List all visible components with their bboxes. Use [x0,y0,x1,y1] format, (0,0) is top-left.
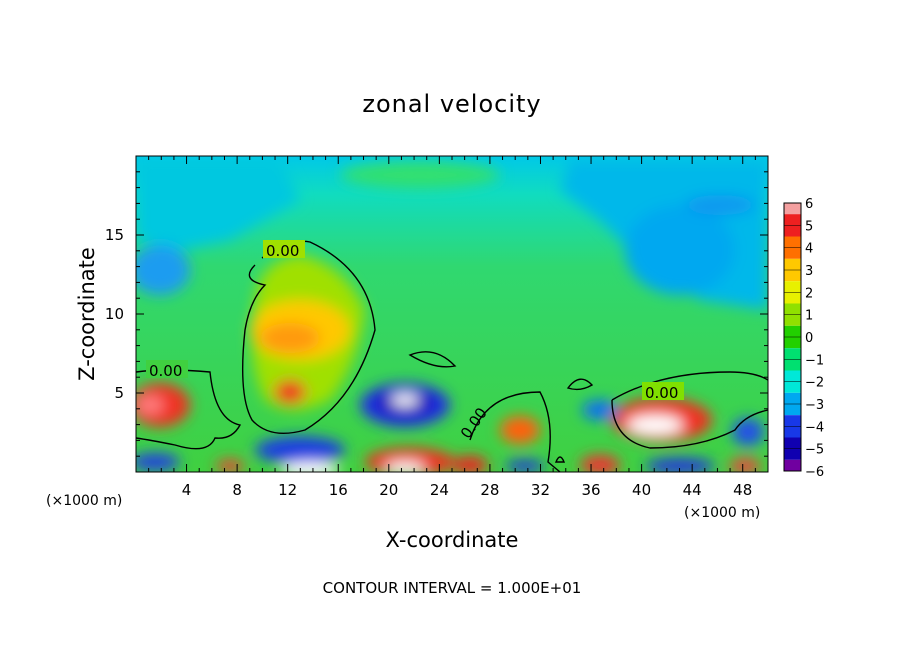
x-tick-label: 28 [480,481,499,499]
colorbar-tick-label: 1 [805,309,813,324]
x-tick-label: 32 [531,481,550,499]
x-tick-label: 16 [329,481,348,499]
x-tick-label: 8 [232,481,242,499]
colorbar-tick-label: 6 [805,197,813,212]
x-tick-label: 40 [632,481,651,499]
colorbar-tick-label: −2 [805,376,824,391]
colorbar-tick-label: −6 [805,465,824,480]
x-tick-label: 48 [733,481,752,499]
contour-label: 0.00 [645,384,678,402]
x-axis-title: X-coordinate [386,528,519,552]
colorbar-tick-label: −5 [805,443,824,458]
x-tick-label: 44 [683,481,702,499]
x-tick-label: 20 [379,481,398,499]
field-blobs [136,160,768,472]
contour-interval: CONTOUR INTERVAL = 1.000E+01 [323,579,582,597]
x-tick-label: 4 [182,481,192,499]
colorbar-tick-label: 5 [805,219,813,234]
x-unit-label-left: (×1000 m) [46,493,122,509]
y-tick-label: 5 [114,384,124,402]
contour-label: 0.00 [266,242,299,260]
y-axis-title: Z-coordinate [75,247,99,381]
y-axis: 5 10 15 [105,171,768,457]
x-tick-label: 36 [581,481,600,499]
contour-lines [135,240,769,473]
colorbar-swatch [784,459,801,471]
colorbar-tick-label: 3 [805,264,813,279]
colorbar: 6 5 4 3 2 1 0 −1 −2 −3 −4 −5 −6 [783,197,824,480]
colorbar-tick-label: −4 [805,420,824,435]
plot-area [136,156,768,472]
colorbar-swatch [784,203,801,215]
colorbar-tick-label: 2 [805,286,813,301]
x-tick-label: 12 [278,481,297,499]
x-tick-label: 24 [430,481,449,499]
colorbar-tick-label: −1 [805,353,824,368]
colorbar-tick-label: −3 [805,398,824,413]
chart-title: zonal velocity [362,90,541,118]
x-axis: 4 8 12 16 20 24 28 32 36 40 44 48 [148,156,756,499]
colorbar-tick-label: 0 [805,331,813,346]
x-unit-label-right: (×1000 m) [684,505,760,521]
y-tick-label: 15 [105,226,124,244]
colorbar-tick-label: 4 [805,242,813,257]
contour-label: 0.00 [149,362,182,380]
y-tick-label: 10 [105,305,124,323]
